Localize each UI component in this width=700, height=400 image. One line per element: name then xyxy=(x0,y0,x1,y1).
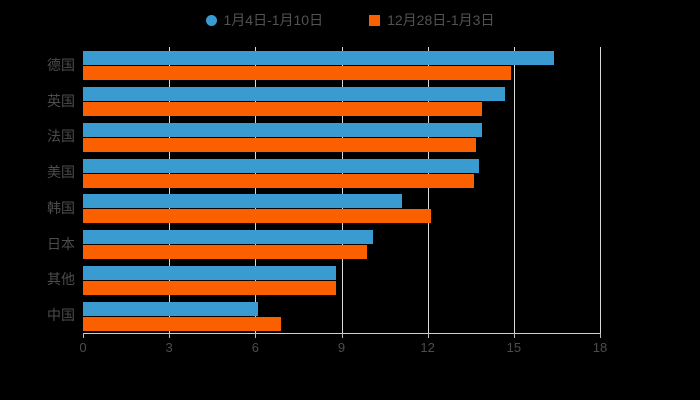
bar-group xyxy=(83,121,600,152)
bar-series-1[interactable] xyxy=(83,209,431,224)
bar-series-0[interactable] xyxy=(83,158,480,173)
circle-marker-icon xyxy=(205,14,217,26)
x-axis-tick xyxy=(427,333,429,338)
y-axis-category-label: 法国 xyxy=(47,128,75,145)
x-axis-tick-label: 3 xyxy=(165,340,173,355)
bar-group xyxy=(83,228,600,260)
x-gridline xyxy=(427,47,429,333)
x-axis-tick xyxy=(513,333,515,338)
bar-series-0[interactable] xyxy=(83,87,506,102)
y-axis-labels: 德国英国法国美国韩国日本其他中国 xyxy=(0,47,75,333)
bar-series-1[interactable] xyxy=(83,316,282,331)
bar-group xyxy=(83,300,600,331)
x-axis-tick xyxy=(341,333,343,338)
x-axis-tick xyxy=(255,333,257,338)
legend-item-series-0[interactable]: 1月4日-1月10日 xyxy=(205,12,324,28)
bar-series-0[interactable] xyxy=(83,230,374,245)
y-axis-category-label: 德国 xyxy=(47,56,75,73)
x-axis-tick-label: 0 xyxy=(79,340,87,355)
bar-series-1[interactable] xyxy=(83,137,477,152)
y-axis-category-label: 中国 xyxy=(47,307,75,324)
x-gridline xyxy=(169,47,171,333)
x-gridline xyxy=(255,47,257,333)
y-axis-category-label: 英国 xyxy=(47,92,75,109)
bar-series-1[interactable] xyxy=(83,245,368,260)
chart-legend: 1月4日-1月10日 12月28日-1月3日 xyxy=(0,8,700,32)
x-axis-tick-label: 15 xyxy=(506,340,522,355)
x-gridline xyxy=(341,47,343,333)
x-axis-tick-label: 18 xyxy=(592,340,608,355)
legend-label-series-1: 12月28日-1月3日 xyxy=(387,12,495,28)
y-axis-category-label: 其他 xyxy=(47,271,75,288)
bar-series-0[interactable] xyxy=(83,301,259,316)
bar-group xyxy=(83,157,600,188)
x-axis-tick xyxy=(83,333,84,338)
bar-series-1[interactable] xyxy=(83,173,474,188)
bar-series-1[interactable] xyxy=(83,66,511,81)
x-gridline xyxy=(600,47,601,333)
bar-series-0[interactable] xyxy=(83,51,555,66)
x-axis-tick-label: 9 xyxy=(337,340,346,355)
bar-series-1[interactable] xyxy=(83,102,483,117)
y-axis-category-label: 美国 xyxy=(47,164,75,181)
bar-group xyxy=(83,49,600,81)
bar-series-0[interactable] xyxy=(83,194,402,209)
x-axis-tick xyxy=(600,333,601,338)
y-axis-category-label: 韩国 xyxy=(47,199,75,216)
x-axis-tick-label: 12 xyxy=(420,340,435,355)
bar-group xyxy=(83,192,600,224)
bar-group xyxy=(83,85,600,117)
bar-series-1[interactable] xyxy=(83,280,336,295)
x-gridline xyxy=(513,47,515,333)
square-marker-icon xyxy=(369,14,381,26)
legend-label-series-0: 1月4日-1月10日 xyxy=(223,12,324,28)
x-axis-tick-label: 6 xyxy=(251,340,259,355)
bar-group xyxy=(83,264,600,295)
x-axis-tick xyxy=(169,333,171,338)
bar-series-0[interactable] xyxy=(83,265,336,280)
legend-item-series-1[interactable]: 12月28日-1月3日 xyxy=(369,13,494,27)
y-axis-category-label: 日本 xyxy=(47,235,75,252)
plot-area xyxy=(83,47,601,333)
bar-series-0[interactable] xyxy=(83,122,483,137)
